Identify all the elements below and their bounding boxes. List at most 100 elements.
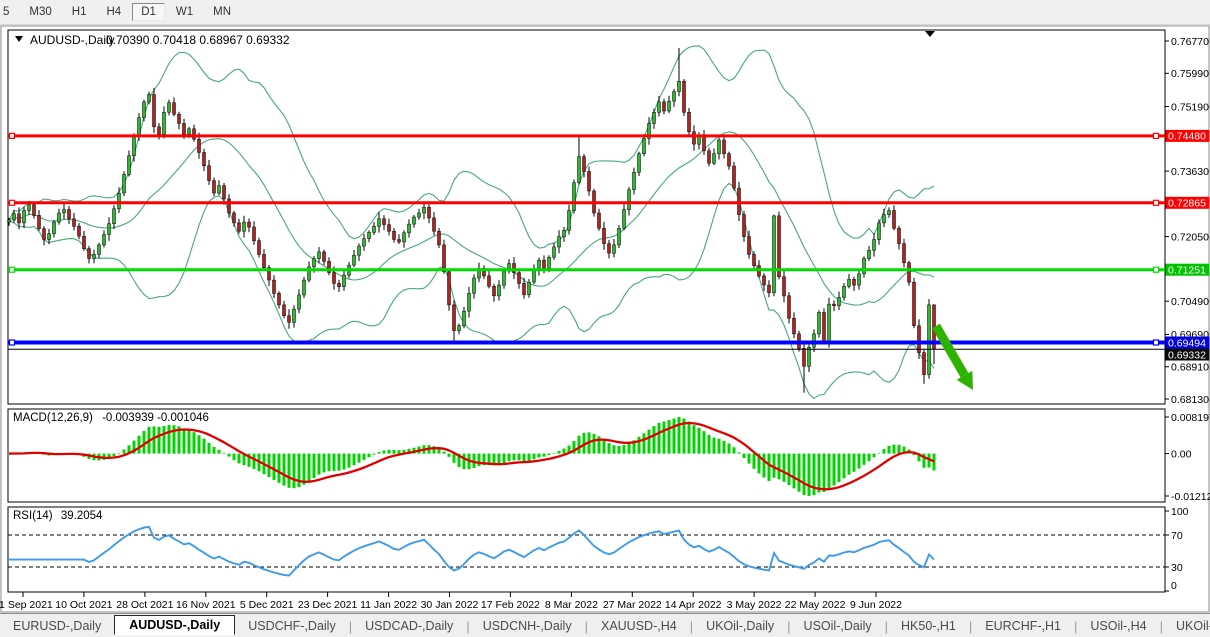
macd-histogram-bar xyxy=(152,426,156,454)
level-handle[interactable] xyxy=(8,266,16,273)
chart-tab-usoil-h4[interactable]: USOil-,H4 xyxy=(1090,619,1147,633)
candle xyxy=(502,270,506,286)
candle xyxy=(357,245,361,256)
macd-histogram-bar xyxy=(337,453,341,471)
macd-histogram-bar xyxy=(672,418,676,454)
candle xyxy=(247,221,251,228)
price-panel xyxy=(7,29,1166,405)
candle xyxy=(732,165,736,189)
macd-histogram-bar xyxy=(812,453,816,496)
bollinger-lower-band xyxy=(8,182,935,399)
bar-shift-marker[interactable] xyxy=(925,31,935,37)
level-handle[interactable] xyxy=(8,132,16,139)
macd-histogram-bar xyxy=(297,453,301,488)
time-tick-label: 5 Dec 2021 xyxy=(240,599,294,611)
candle xyxy=(52,221,56,234)
chart-tab-usoil-daily[interactable]: USOil-,Daily xyxy=(803,619,872,633)
chart-tab-usdchf-daily[interactable]: USDCHF-,Daily xyxy=(248,619,336,633)
candle xyxy=(677,80,681,92)
level-handle[interactable] xyxy=(8,339,16,346)
level-handle[interactable] xyxy=(1152,339,1160,346)
timeframe-button-h1[interactable]: H1 xyxy=(71,6,87,18)
timeframe-button-d1[interactable]: D1 xyxy=(132,3,165,21)
chart-tab-eurchf-h1[interactable]: EURCHF-,H1 xyxy=(985,619,1061,633)
chart-symbol-period: AUDUSD-,Daily xyxy=(30,33,115,47)
macd-histogram-bar xyxy=(142,430,146,454)
macd-histogram-bar xyxy=(492,453,496,466)
chart-tab-audusd-daily[interactable]: AUDUSD-,Daily xyxy=(114,615,236,635)
macd-histogram-bar xyxy=(527,453,531,461)
candle xyxy=(72,218,76,227)
time-tick-label: 10 Oct 2021 xyxy=(55,599,112,611)
candle xyxy=(117,192,121,210)
candle xyxy=(607,243,611,254)
candle xyxy=(532,269,536,283)
candle xyxy=(892,210,896,229)
chart-tab-xauusd-h4[interactable]: XAUUSD-,H4 xyxy=(600,619,677,633)
candle xyxy=(667,100,671,112)
macd-histogram-bar xyxy=(782,453,786,482)
macd-histogram-bar xyxy=(502,453,506,464)
macd-histogram-bar xyxy=(472,453,476,468)
tab-separator: | xyxy=(348,618,353,634)
macd-histogram-bar xyxy=(592,433,596,454)
level-handle[interactable] xyxy=(1152,132,1160,139)
macd-histogram-bar xyxy=(397,450,401,454)
tab-separator: | xyxy=(787,618,791,634)
candle xyxy=(627,189,631,210)
macd-histogram-bar xyxy=(807,453,811,496)
candle xyxy=(917,325,921,353)
candle xyxy=(312,258,316,268)
chart-tab-ukoil-daily[interactable]: UKOil-,Daily xyxy=(706,619,775,633)
level-handle[interactable] xyxy=(1152,199,1160,206)
macd-histogram-bar xyxy=(897,444,901,454)
candle xyxy=(307,266,311,281)
candle xyxy=(567,210,571,231)
candle xyxy=(177,114,181,124)
macd-histogram-bar xyxy=(827,453,831,489)
macd-histogram-bar xyxy=(557,450,561,454)
candle xyxy=(572,182,576,211)
macd-histogram-bar xyxy=(242,453,246,466)
macd-histogram-bar xyxy=(342,453,346,470)
chart-dropdown-icon[interactable] xyxy=(15,36,23,42)
candle xyxy=(727,153,731,167)
price-tick-label: 0.75190 xyxy=(1171,101,1209,113)
level-handle[interactable] xyxy=(8,199,16,206)
price-axis[interactable]: 0.76770 0.75990 0.75190 0.73630 0.72050 0.704… xyxy=(1165,36,1210,406)
timeframe-button-m30[interactable]: M30 xyxy=(29,6,52,18)
horizontal-level-lines[interactable] xyxy=(8,132,1165,350)
candle xyxy=(887,210,891,215)
candle xyxy=(167,102,171,113)
timeframe-button-h4[interactable]: H4 xyxy=(106,6,122,18)
candle xyxy=(272,279,276,294)
candle xyxy=(232,212,236,224)
sell-signal-arrow[interactable] xyxy=(956,370,973,390)
macd-histogram-bar xyxy=(532,453,536,460)
price-badge xyxy=(1165,263,1210,276)
time-tick-label: 28 Oct 2021 xyxy=(116,599,173,611)
timeframe-button-w1[interactable]: W1 xyxy=(175,6,194,18)
chart-tab-ukoil-h4[interactable]: UKOil-,H4 xyxy=(1176,619,1210,633)
rsi-axis-label: 70 xyxy=(1171,530,1183,542)
timeframe-toolbar: 5 M30 H1 H4 D1 W1 MN xyxy=(0,0,1210,25)
candle xyxy=(562,230,566,237)
candle xyxy=(907,262,911,283)
timeframe-button-mn[interactable]: MN xyxy=(213,6,232,18)
level-handle[interactable] xyxy=(1152,266,1160,273)
candle xyxy=(447,271,451,306)
chart-tab-hk50-h1[interactable]: HK50-,H1 xyxy=(901,619,956,633)
chart-annotations[interactable] xyxy=(925,31,973,390)
macd-histogram-bar xyxy=(272,453,276,480)
chart-tab-usdcad-daily[interactable]: USDCAD-,Daily xyxy=(365,619,454,633)
chart-tab-usdcnh-daily[interactable]: USDCNH-,Daily xyxy=(482,619,572,633)
timeframe-button-5[interactable]: 5 xyxy=(3,6,10,18)
candle xyxy=(747,236,751,255)
candle xyxy=(872,239,876,251)
candle xyxy=(902,243,906,263)
candle xyxy=(612,244,616,254)
chart-tab-eurusd-daily[interactable]: EURUSD-,Daily xyxy=(13,619,102,633)
